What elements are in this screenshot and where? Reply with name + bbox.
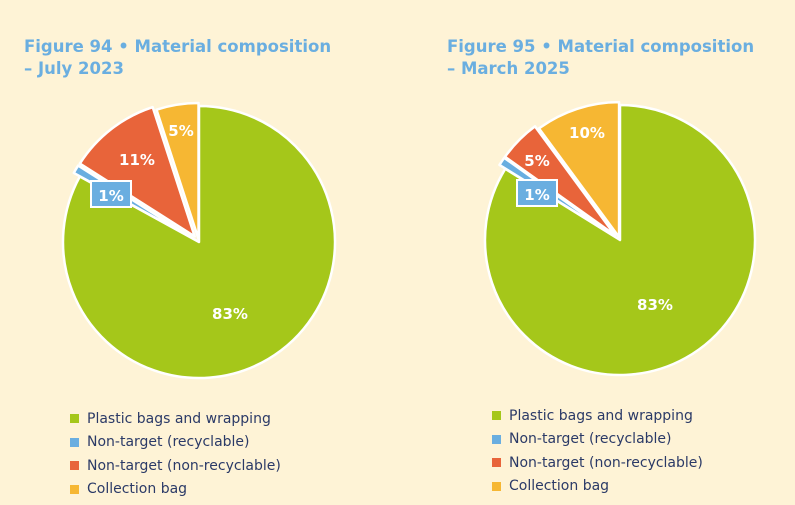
legend-label: Non-target (non-recyclable) bbox=[509, 454, 703, 471]
chart-panel-right: Figure 95 • Material composition – March… bbox=[397, 0, 794, 505]
legend-swatch bbox=[492, 458, 501, 468]
legend-swatch bbox=[492, 434, 501, 444]
legend: Plastic bags and wrapping Non-target (re… bbox=[70, 407, 281, 501]
legend-item: Non-target (recyclable) bbox=[70, 431, 281, 455]
slice-label-box bbox=[516, 179, 558, 207]
legend-item: Plastic bags and wrapping bbox=[70, 407, 281, 431]
slice-label: 11% bbox=[119, 151, 155, 169]
slice-label: 5% bbox=[524, 152, 549, 170]
legend-swatch bbox=[70, 484, 79, 494]
slice-label: 83% bbox=[212, 305, 248, 323]
pie-slice bbox=[78, 105, 196, 238]
chart-title: Figure 94 • Material composition – July … bbox=[24, 36, 331, 80]
pie-chart: 83% 1% 11% 5% bbox=[61, 101, 337, 380]
chart-title-line-2: – March 2025 bbox=[447, 59, 570, 78]
pie-slice bbox=[503, 125, 617, 237]
slice-label: 1% bbox=[524, 186, 549, 204]
pie-slice bbox=[61, 104, 337, 380]
slice-label: 5% bbox=[168, 122, 193, 140]
legend-label: Plastic bags and wrapping bbox=[509, 407, 693, 424]
legend-swatch bbox=[70, 437, 79, 447]
chart-title-line-2: – July 2023 bbox=[24, 59, 124, 78]
legend-swatch bbox=[70, 461, 79, 471]
legend-label: Plastic bags and wrapping bbox=[87, 410, 271, 427]
chart-title-line-1: Figure 94 • Material composition bbox=[24, 37, 332, 56]
slice-label: 10% bbox=[569, 124, 605, 142]
legend-item: Non-target (non-recyclable) bbox=[70, 454, 281, 478]
legend-label: Non-target (recyclable) bbox=[87, 434, 250, 451]
pie-slice bbox=[537, 100, 621, 239]
legend-label: Collection bag bbox=[509, 478, 610, 495]
slice-label-box bbox=[90, 180, 132, 208]
chart-title: Figure 95 • Material composition – March… bbox=[447, 36, 754, 80]
slice-label: 83% bbox=[637, 296, 673, 314]
legend-item: Non-target (recyclable) bbox=[492, 428, 703, 452]
legend-swatch bbox=[70, 414, 79, 424]
pie-chart: 83% 1% 5% 10% bbox=[483, 100, 757, 377]
legend-item: Collection bag bbox=[70, 478, 281, 502]
legend-item: Plastic bags and wrapping bbox=[492, 404, 703, 428]
legend-swatch bbox=[492, 411, 501, 421]
pie-slice bbox=[155, 101, 200, 241]
legend-item: Collection bag bbox=[492, 475, 703, 499]
legend-swatch bbox=[492, 481, 501, 491]
chart-panel-left: Figure 94 • Material composition – July … bbox=[0, 0, 397, 505]
legend: Plastic bags and wrapping Non-target (re… bbox=[492, 404, 703, 498]
legend-label: Non-target (non-recyclable) bbox=[87, 457, 281, 474]
legend-label: Collection bag bbox=[87, 481, 188, 498]
pie-slice bbox=[483, 103, 757, 377]
slice-label: 1% bbox=[98, 187, 123, 205]
legend-label: Non-target (recyclable) bbox=[509, 431, 672, 448]
chart-title-line-1: Figure 95 • Material composition bbox=[447, 37, 755, 56]
legend-item: Non-target (non-recyclable) bbox=[492, 451, 703, 475]
